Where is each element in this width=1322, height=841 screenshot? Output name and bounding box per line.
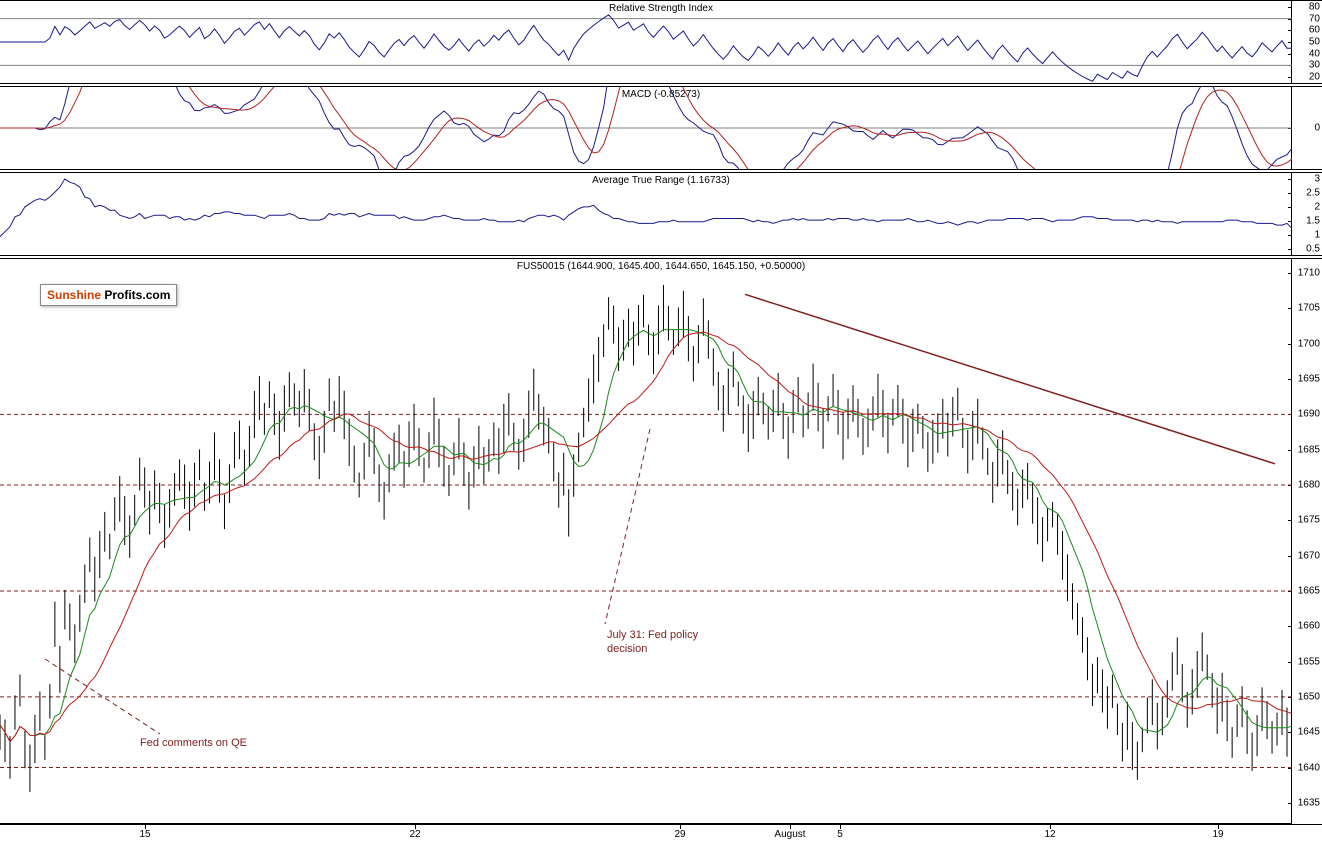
trendline [745,294,1275,464]
y-tick-label: 1655 [1298,656,1320,667]
macd-panel: MACD (-0.85273)0 [0,86,1322,170]
rsi-y-axis: 20304050607080 [1291,1,1322,83]
x-tick-label: 5 [837,829,843,840]
rsi-rsi-line [0,15,1292,81]
y-tick-label: 1.5 [1306,216,1320,227]
chart-root: Relative Strength Index20304050607080MAC… [0,0,1322,841]
atr-y-axis: 0.5 1 1.5 2 2.5 3 [1291,173,1322,255]
watermark: Sunshine Profits.com [40,284,177,306]
y-tick-label: 1640 [1298,762,1320,773]
y-tick-label: 20 [1309,72,1320,83]
rsi-plot[interactable] [0,1,1292,83]
y-tick-label: 40 [1309,48,1320,59]
annotation-text: July 31: Fed policy [607,629,698,641]
y-tick-label: 1690 [1298,409,1320,420]
rsi-panel: Relative Strength Index20304050607080 [0,0,1322,84]
price-panel: FUS50015 (1644.900, 1645.400, 1644.650, … [0,258,1322,825]
y-tick-label: 1680 [1298,480,1320,491]
price-y-axis: 1635 1640 1645 1650 1655 1660 1665 1670 1675 1680… [1291,259,1322,824]
watermark-part: Profits.com [101,288,170,302]
atr-atr-line [0,179,1292,237]
x-tick-label: 29 [674,829,685,840]
y-tick-label: 1665 [1298,585,1320,596]
x-tick-label: 19 [1212,829,1223,840]
y-tick-label: 3 [1314,173,1320,184]
y-tick-label: 1700 [1298,338,1320,349]
watermark-part: Sunshine [47,288,101,302]
annotation-text: decision [607,643,647,655]
y-tick-label: 1685 [1298,444,1320,455]
y-tick-label: 2 [1314,201,1320,212]
y-tick-label: 30 [1309,60,1320,71]
y-tick-label: 50 [1309,37,1320,48]
y-tick-label: 1645 [1298,727,1320,738]
price-ma_fast-line [0,330,1292,742]
y-tick-label: 1650 [1298,691,1320,702]
y-tick-label: 1635 [1298,797,1320,808]
macd-y-axis: 0 [1291,87,1322,169]
x-tick-label: 22 [409,829,420,840]
atr-plot[interactable] [0,173,1292,255]
y-tick-label: 1675 [1298,515,1320,526]
x-tick-label: August [774,829,805,840]
y-tick-label: 0.5 [1306,244,1320,255]
annotation-text: Fed comments on QE [140,737,247,749]
y-tick-label: 60 [1309,25,1320,36]
macd-plot[interactable] [0,87,1292,169]
atr-panel: Average True Range (1.16733)0.511.522.53 [0,172,1322,256]
x-tick-label: 15 [139,829,150,840]
y-tick-label: 2.5 [1306,187,1320,198]
y-tick-label: 1 [1314,230,1320,241]
y-tick-label: 1695 [1298,374,1320,385]
y-tick-label: 1660 [1298,621,1320,632]
y-tick-label: 80 [1309,1,1320,12]
x-axis: 15 22 29 August 5 12 19 [0,823,1292,841]
y-tick-label: 0 [1314,123,1320,134]
y-tick-label: 1670 [1298,550,1320,561]
y-tick-label: 70 [1309,13,1320,24]
y-tick-label: 1705 [1298,303,1320,314]
price-ma_slow-line [0,332,1292,741]
x-tick-label: 12 [1044,829,1055,840]
y-tick-label: 1710 [1298,268,1320,279]
